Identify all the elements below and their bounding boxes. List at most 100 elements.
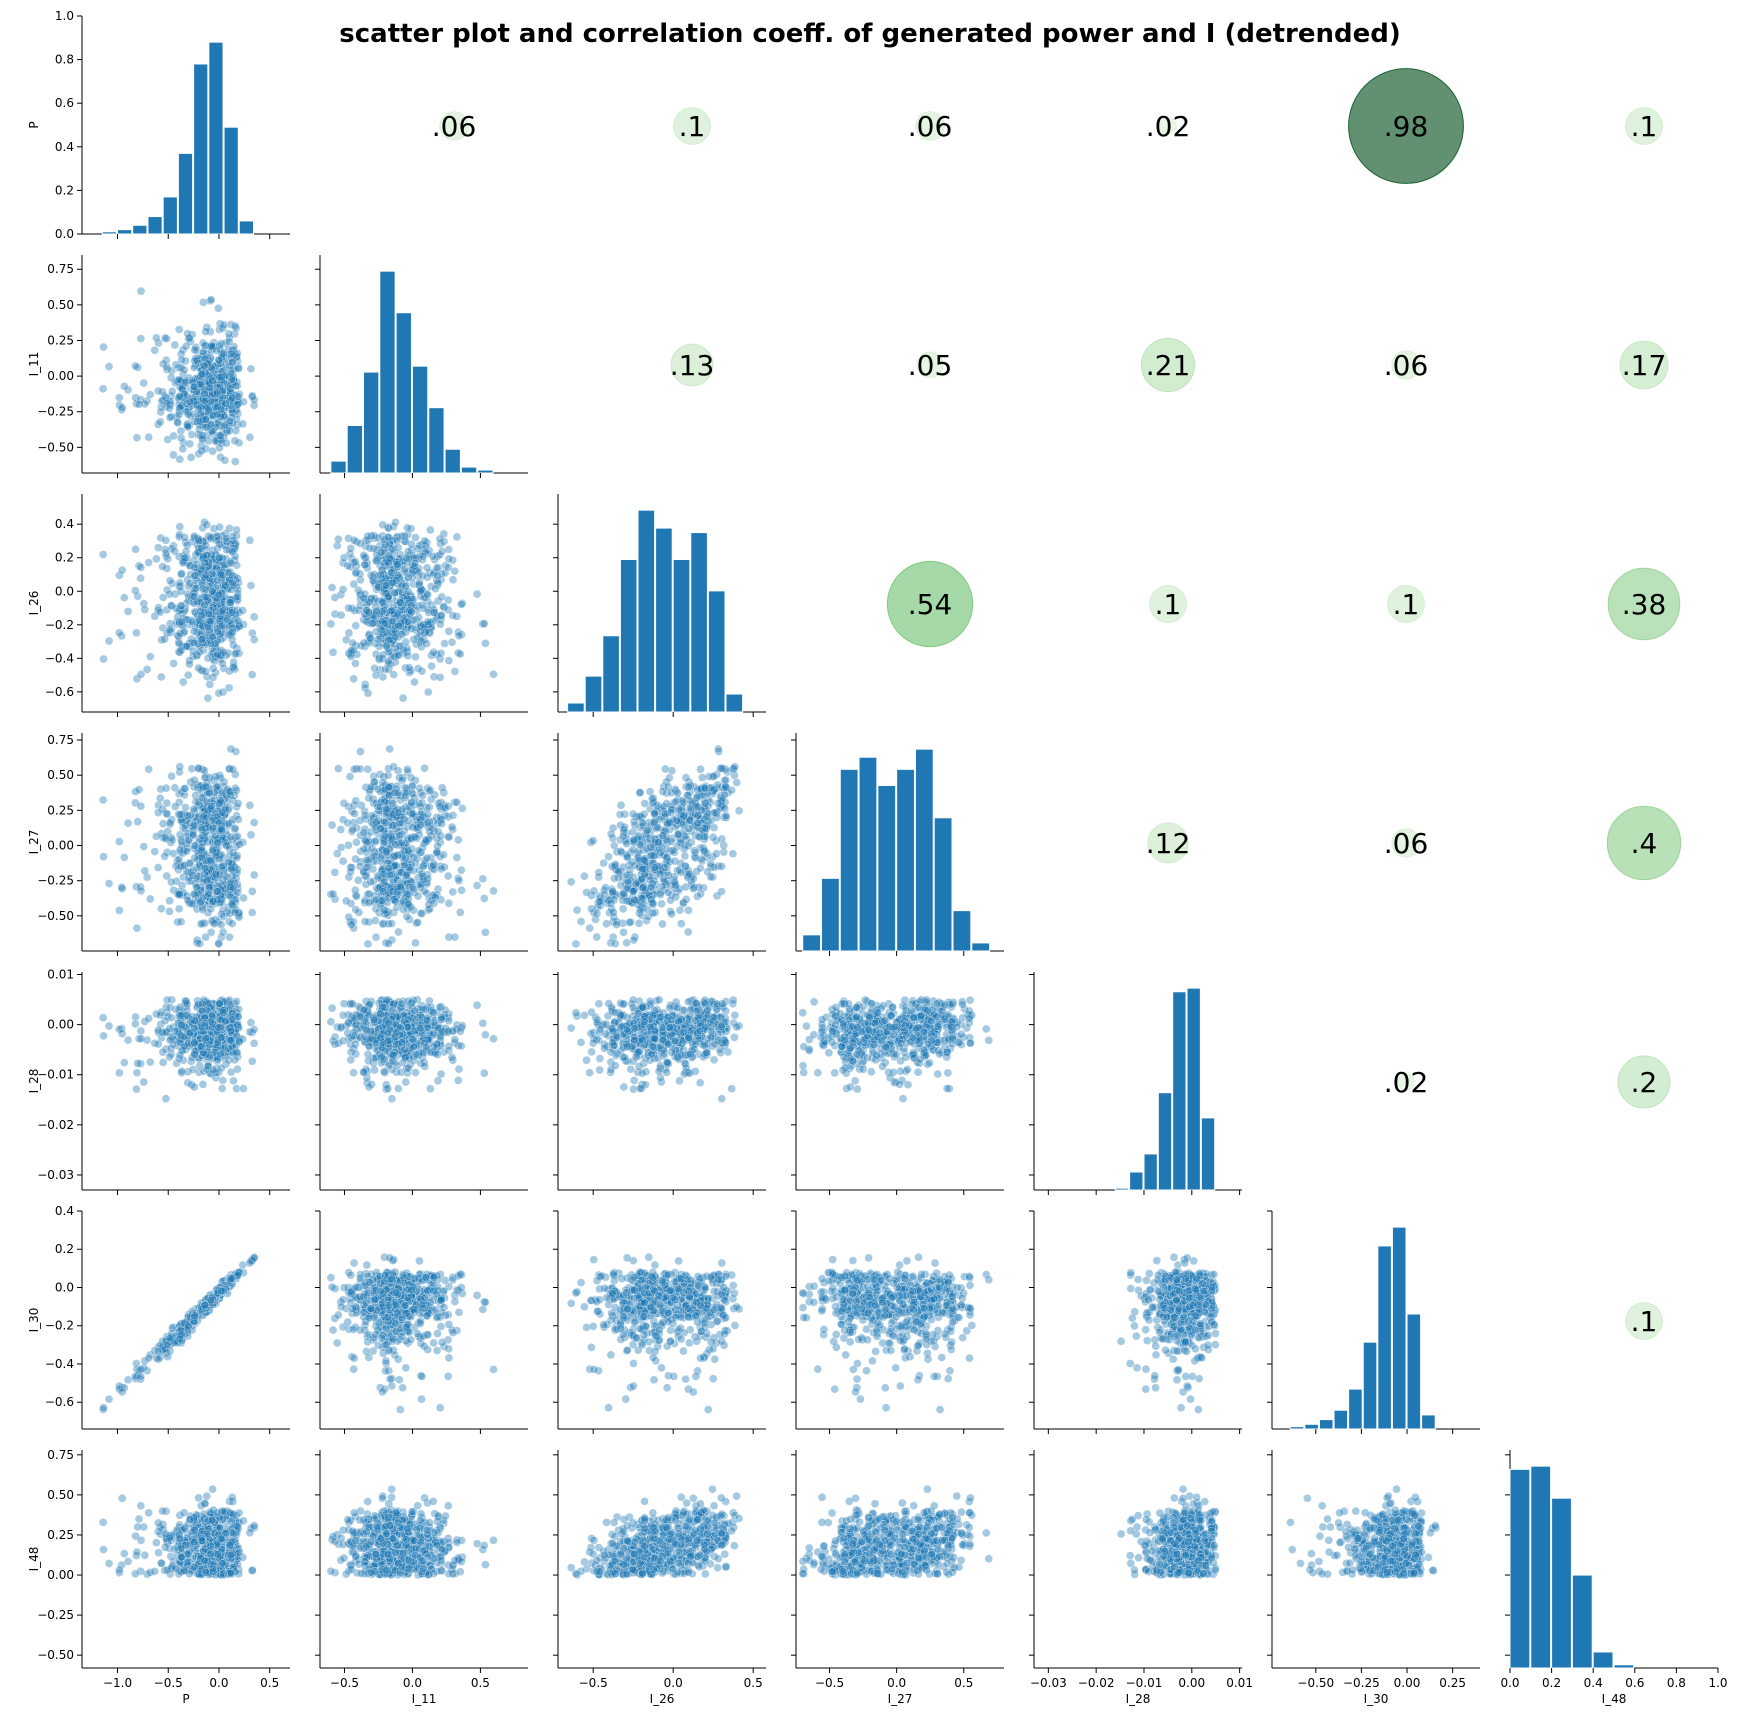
- scatter-point: [131, 361, 140, 371]
- scatter-point: [481, 639, 490, 648]
- scatter-point: [428, 552, 438, 561]
- scatter-point: [220, 456, 230, 465]
- scatter-point: [670, 878, 680, 887]
- scatter-point: [410, 559, 420, 568]
- panel-I_27-I_30: .06: [1384, 827, 1429, 860]
- scatter-point: [200, 396, 210, 406]
- scatter-point: [359, 844, 369, 854]
- scatter-point: [366, 571, 376, 580]
- scatter-point: [98, 550, 108, 559]
- scatter-point: [359, 550, 368, 560]
- scatter-point: [675, 905, 685, 915]
- corr-label: .1: [679, 110, 706, 143]
- scatter-point: [334, 534, 343, 544]
- scatter-point: [198, 877, 208, 887]
- scatter-point: [136, 1034, 146, 1044]
- hist-bar: [672, 558, 691, 713]
- scatter-point: [657, 882, 667, 892]
- hist-bar: [132, 224, 148, 235]
- scatter-point: [349, 579, 359, 589]
- scatter-point: [429, 898, 439, 908]
- scatter-point: [201, 782, 211, 792]
- scatter-point: [185, 397, 195, 407]
- scatter-point: [433, 571, 442, 580]
- scatter-point: [197, 853, 207, 862]
- hist-bar: [379, 270, 396, 474]
- scatter-point: [206, 804, 215, 813]
- scatter-point: [219, 349, 228, 359]
- scatter-point: [206, 532, 215, 542]
- scatter-point: [693, 818, 702, 828]
- scatter-point: [692, 793, 702, 802]
- scatter-point: [336, 825, 346, 834]
- scatter-point: [167, 877, 176, 887]
- hist-bar: [101, 231, 118, 235]
- scatter-point: [647, 882, 656, 892]
- hist-bar: [567, 702, 585, 713]
- scatter-point: [144, 432, 153, 442]
- scatter-point: [571, 939, 581, 949]
- scatter-point: [174, 410, 184, 419]
- panel-I_26-I_11: [315, 494, 528, 717]
- scatter-point: [150, 847, 160, 856]
- scatter-point: [433, 841, 442, 851]
- y-tick-label: 0.2: [55, 551, 74, 565]
- scatter-point: [640, 856, 649, 865]
- scatter-point: [418, 791, 427, 800]
- scatter-point: [628, 809, 638, 819]
- scatter-point: [713, 798, 723, 808]
- scatter-point: [657, 899, 666, 909]
- scatter-point: [328, 889, 338, 899]
- scatter-point: [117, 565, 127, 575]
- scatter-point: [140, 605, 150, 614]
- scatter-point: [99, 1031, 108, 1041]
- scatter-point: [677, 919, 686, 928]
- scatter-point: [437, 819, 447, 828]
- scatter-point: [599, 858, 608, 868]
- scatter-point: [190, 1050, 199, 1059]
- y-tick-label: −0.25: [37, 405, 74, 419]
- scatter-point: [228, 357, 237, 367]
- hist-bar: [223, 126, 239, 235]
- scatter-point: [234, 364, 243, 373]
- scatter-point: [216, 1033, 226, 1043]
- y-tick-label: −0.02: [37, 1118, 74, 1132]
- scatter-point: [425, 827, 434, 837]
- corr-label: .06: [1384, 349, 1429, 382]
- scatter-point: [443, 605, 453, 615]
- y-tick-label: −0.01: [37, 1068, 74, 1082]
- scatter-point: [249, 818, 259, 827]
- scatter-point: [189, 1023, 199, 1033]
- scatter-point: [208, 1065, 218, 1075]
- scatter-point: [426, 785, 435, 795]
- scatter-point: [133, 817, 142, 826]
- y-tick-label: 0.0: [55, 227, 74, 241]
- y-tick-label: −0.50: [37, 909, 74, 923]
- scatter-point: [154, 338, 163, 348]
- corr-label: .06: [432, 110, 477, 143]
- scatter-point: [216, 452, 225, 462]
- scatter-point: [181, 997, 191, 1006]
- scatter-point: [165, 404, 174, 413]
- scatter-point: [214, 590, 224, 600]
- scatter-point: [229, 848, 238, 857]
- hist-bar: [877, 784, 897, 952]
- y-tick-label: 0.2: [55, 183, 74, 197]
- scatter-point: [204, 889, 213, 899]
- scatter-point: [395, 831, 404, 840]
- scatter-point: [350, 809, 359, 818]
- scatter-point: [160, 852, 169, 861]
- scatter-point: [165, 413, 175, 422]
- scatter-point: [99, 654, 108, 664]
- scatter-point: [146, 652, 155, 661]
- scatter-point: [393, 543, 403, 552]
- scatter-point: [347, 920, 356, 929]
- scatter-point: [132, 923, 142, 933]
- scatter-point: [363, 688, 373, 698]
- scatter-point: [423, 590, 432, 600]
- scatter-point: [201, 1033, 211, 1043]
- scatter-point: [691, 853, 700, 863]
- scatter-point: [177, 1067, 186, 1076]
- y-axis-label: I_26: [27, 591, 41, 616]
- scatter-point: [327, 583, 337, 592]
